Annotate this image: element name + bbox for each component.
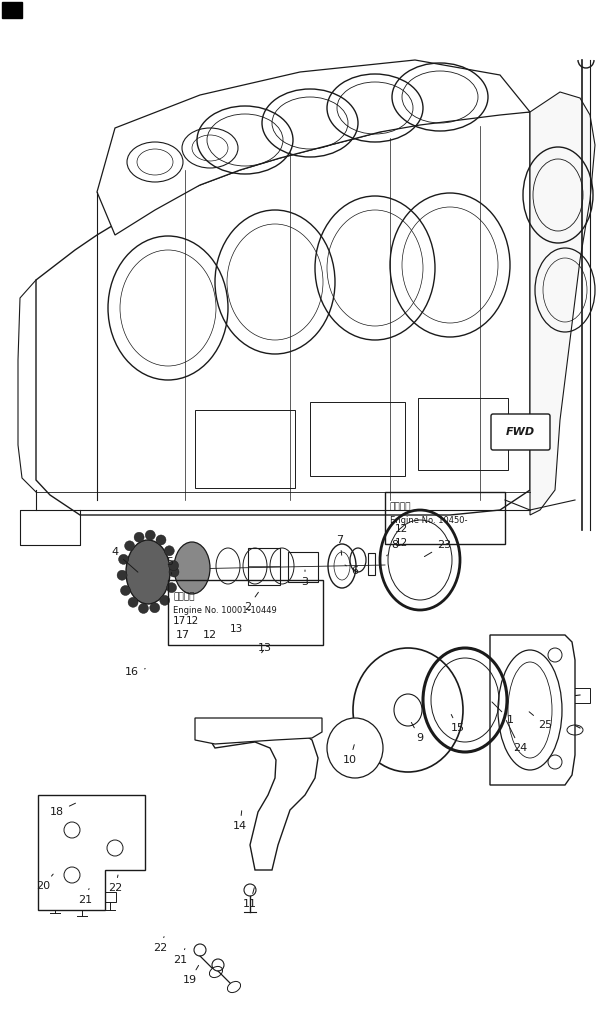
Bar (195, 410, 295, 488)
FancyBboxPatch shape (491, 414, 550, 450)
Text: 9: 9 (412, 722, 424, 743)
Ellipse shape (120, 585, 131, 595)
Text: 1: 1 (492, 702, 514, 725)
Polygon shape (288, 552, 318, 582)
Text: 4: 4 (112, 547, 138, 572)
Text: 16: 16 (125, 667, 145, 677)
Text: 8: 8 (387, 540, 399, 556)
Ellipse shape (128, 597, 138, 607)
Polygon shape (97, 60, 530, 235)
Text: 10: 10 (343, 745, 357, 765)
Ellipse shape (118, 554, 129, 564)
Text: 22: 22 (108, 875, 122, 893)
Ellipse shape (174, 542, 210, 594)
Ellipse shape (145, 530, 155, 540)
Text: Engine No. 10001-10449: Engine No. 10001-10449 (173, 606, 277, 615)
Text: 5: 5 (166, 557, 174, 574)
Ellipse shape (327, 718, 383, 778)
Ellipse shape (353, 648, 463, 772)
Text: 19: 19 (183, 966, 198, 985)
Text: 18: 18 (50, 803, 75, 817)
Text: 13: 13 (230, 624, 243, 634)
Ellipse shape (169, 561, 178, 570)
Ellipse shape (117, 570, 127, 580)
Text: 11: 11 (243, 888, 257, 909)
Text: 6: 6 (345, 565, 359, 576)
Bar (310, 402, 405, 476)
Polygon shape (2, 2, 22, 18)
Text: 25: 25 (529, 711, 552, 730)
Text: 適用号機: 適用号機 (173, 592, 194, 601)
Ellipse shape (150, 602, 160, 612)
Text: 17: 17 (176, 630, 190, 646)
Text: 12: 12 (186, 616, 199, 626)
Polygon shape (490, 635, 575, 785)
Text: 14: 14 (233, 811, 247, 831)
Ellipse shape (126, 540, 170, 604)
Ellipse shape (138, 603, 149, 613)
Polygon shape (76, 898, 88, 908)
Ellipse shape (164, 546, 174, 556)
Polygon shape (49, 895, 61, 905)
Polygon shape (195, 718, 322, 744)
Polygon shape (368, 553, 375, 575)
Text: 12: 12 (203, 630, 217, 646)
Polygon shape (530, 92, 595, 515)
Text: 12: 12 (395, 538, 409, 548)
Polygon shape (210, 722, 318, 870)
Text: FWD: FWD (506, 427, 535, 437)
Ellipse shape (169, 567, 179, 577)
Bar (418, 398, 508, 470)
Text: 適用号機: 適用号機 (390, 502, 412, 511)
Text: 21: 21 (173, 948, 187, 965)
Bar (168, 580, 323, 645)
Polygon shape (248, 548, 280, 585)
Text: 21: 21 (78, 889, 92, 905)
Text: 3: 3 (302, 570, 308, 587)
Polygon shape (568, 688, 590, 703)
Text: 15: 15 (451, 714, 465, 733)
Text: 22: 22 (153, 936, 167, 952)
Ellipse shape (166, 582, 177, 592)
Polygon shape (36, 112, 530, 515)
Ellipse shape (156, 535, 166, 545)
Text: 13: 13 (258, 643, 272, 653)
Text: 12: 12 (395, 524, 409, 534)
Ellipse shape (124, 541, 135, 551)
Text: 23: 23 (424, 540, 451, 557)
Ellipse shape (134, 532, 144, 542)
Text: 7: 7 (336, 535, 344, 555)
Text: 24: 24 (506, 720, 527, 753)
Text: 2: 2 (245, 592, 259, 612)
Text: 17: 17 (173, 616, 186, 626)
Text: Engine No. 10450-: Engine No. 10450- (390, 516, 467, 525)
Ellipse shape (160, 595, 170, 605)
Polygon shape (38, 795, 145, 910)
Text: 20: 20 (36, 874, 53, 891)
Bar (385, 492, 505, 544)
Polygon shape (104, 892, 116, 902)
